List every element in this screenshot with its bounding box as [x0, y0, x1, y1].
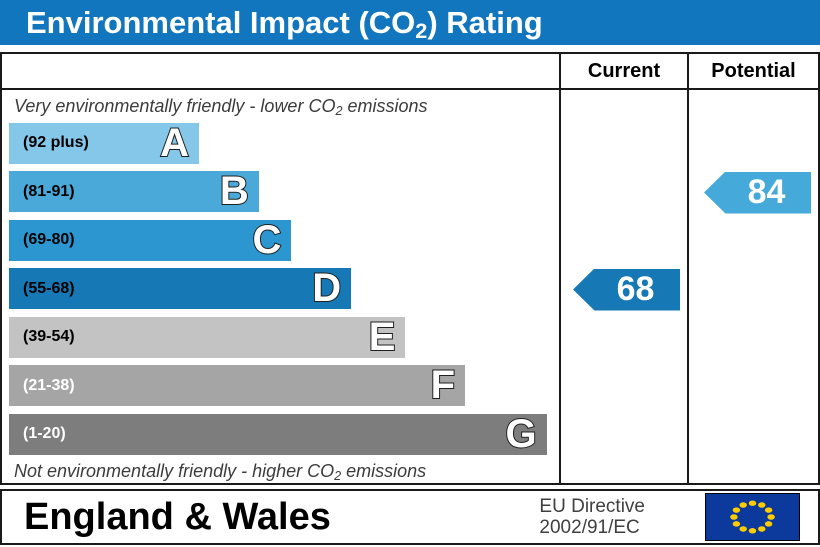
- band-letter: D: [311, 266, 342, 311]
- table-header-row: Current Potential: [2, 54, 818, 90]
- band-row: (55-68) D: [9, 265, 552, 314]
- band-range-label: (55-68): [23, 279, 75, 297]
- band-letter: C: [251, 217, 282, 262]
- band-bar-a: (92 plus) A: [9, 120, 200, 165]
- band-row: (21-38) F: [9, 362, 552, 411]
- top-scale-note: Very environmentally friendly - lower CO…: [14, 96, 428, 119]
- current-rating-arrow: 68: [573, 268, 680, 311]
- band-row: (1-20) G: [9, 410, 552, 459]
- eu-directive-line2: 2002/91/EC: [539, 517, 640, 538]
- band-letter: B: [219, 169, 250, 214]
- band-letter: G: [504, 411, 537, 456]
- current-rating-column: 68: [559, 90, 687, 483]
- table-body-row: Very environmentally friendly - lower CO…: [2, 90, 818, 483]
- band-bar-b: (81-91) B: [9, 169, 259, 214]
- band-letter: E: [368, 314, 397, 359]
- band-row: (92 plus) A: [9, 119, 552, 168]
- footer-bar: England & Wales EU Directive 2002/91/EC: [0, 489, 820, 545]
- band-range-label: (92 plus): [23, 134, 89, 152]
- band-bar-f: (21-38) F: [9, 363, 466, 408]
- band-row: (81-91) B: [9, 168, 552, 217]
- potential-rating-value: 84: [747, 173, 786, 211]
- page-title: Environmental Impact (CO2) Rating: [26, 4, 543, 43]
- band-bar-c: (69-80) C: [9, 217, 292, 262]
- band-row: (69-80) C: [9, 216, 552, 265]
- band-bar-d: (55-68) D: [9, 266, 352, 311]
- current-rating-value: 68: [616, 270, 655, 308]
- band-range-label: (69-80): [23, 231, 75, 249]
- co2-rating-chart: Current Potential Very environmentally f…: [0, 52, 820, 485]
- region-label: England & Wales: [24, 495, 331, 538]
- eu-flag-icon: [705, 493, 800, 541]
- potential-rating-column: 84: [687, 90, 818, 483]
- column-header-potential: Potential: [687, 54, 818, 88]
- band-bar-e: (39-54) E: [9, 314, 406, 359]
- rating-scale-column: Very environmentally friendly - lower CO…: [2, 90, 559, 483]
- title-bar: Environmental Impact (CO2) Rating: [0, 0, 820, 45]
- column-header-current: Current: [559, 54, 687, 88]
- band-bar-g: (1-20) G: [9, 411, 547, 456]
- eu-directive-line1: EU Directive: [539, 496, 645, 517]
- band-range-label: (21-38): [23, 376, 75, 394]
- band-letter: A: [159, 120, 190, 165]
- potential-rating-arrow: 84: [704, 171, 811, 214]
- eu-directive-label: EU Directive 2002/91/EC: [539, 496, 645, 538]
- header-spacer: [2, 54, 559, 88]
- band-letter: F: [430, 363, 456, 408]
- bottom-scale-note: Not environmentally friendly - higher CO…: [14, 460, 427, 483]
- band-range-label: (1-20): [23, 425, 66, 443]
- band-range-label: (39-54): [23, 328, 75, 346]
- band-row: (39-54) E: [9, 313, 552, 362]
- band-range-label: (81-91): [23, 182, 75, 200]
